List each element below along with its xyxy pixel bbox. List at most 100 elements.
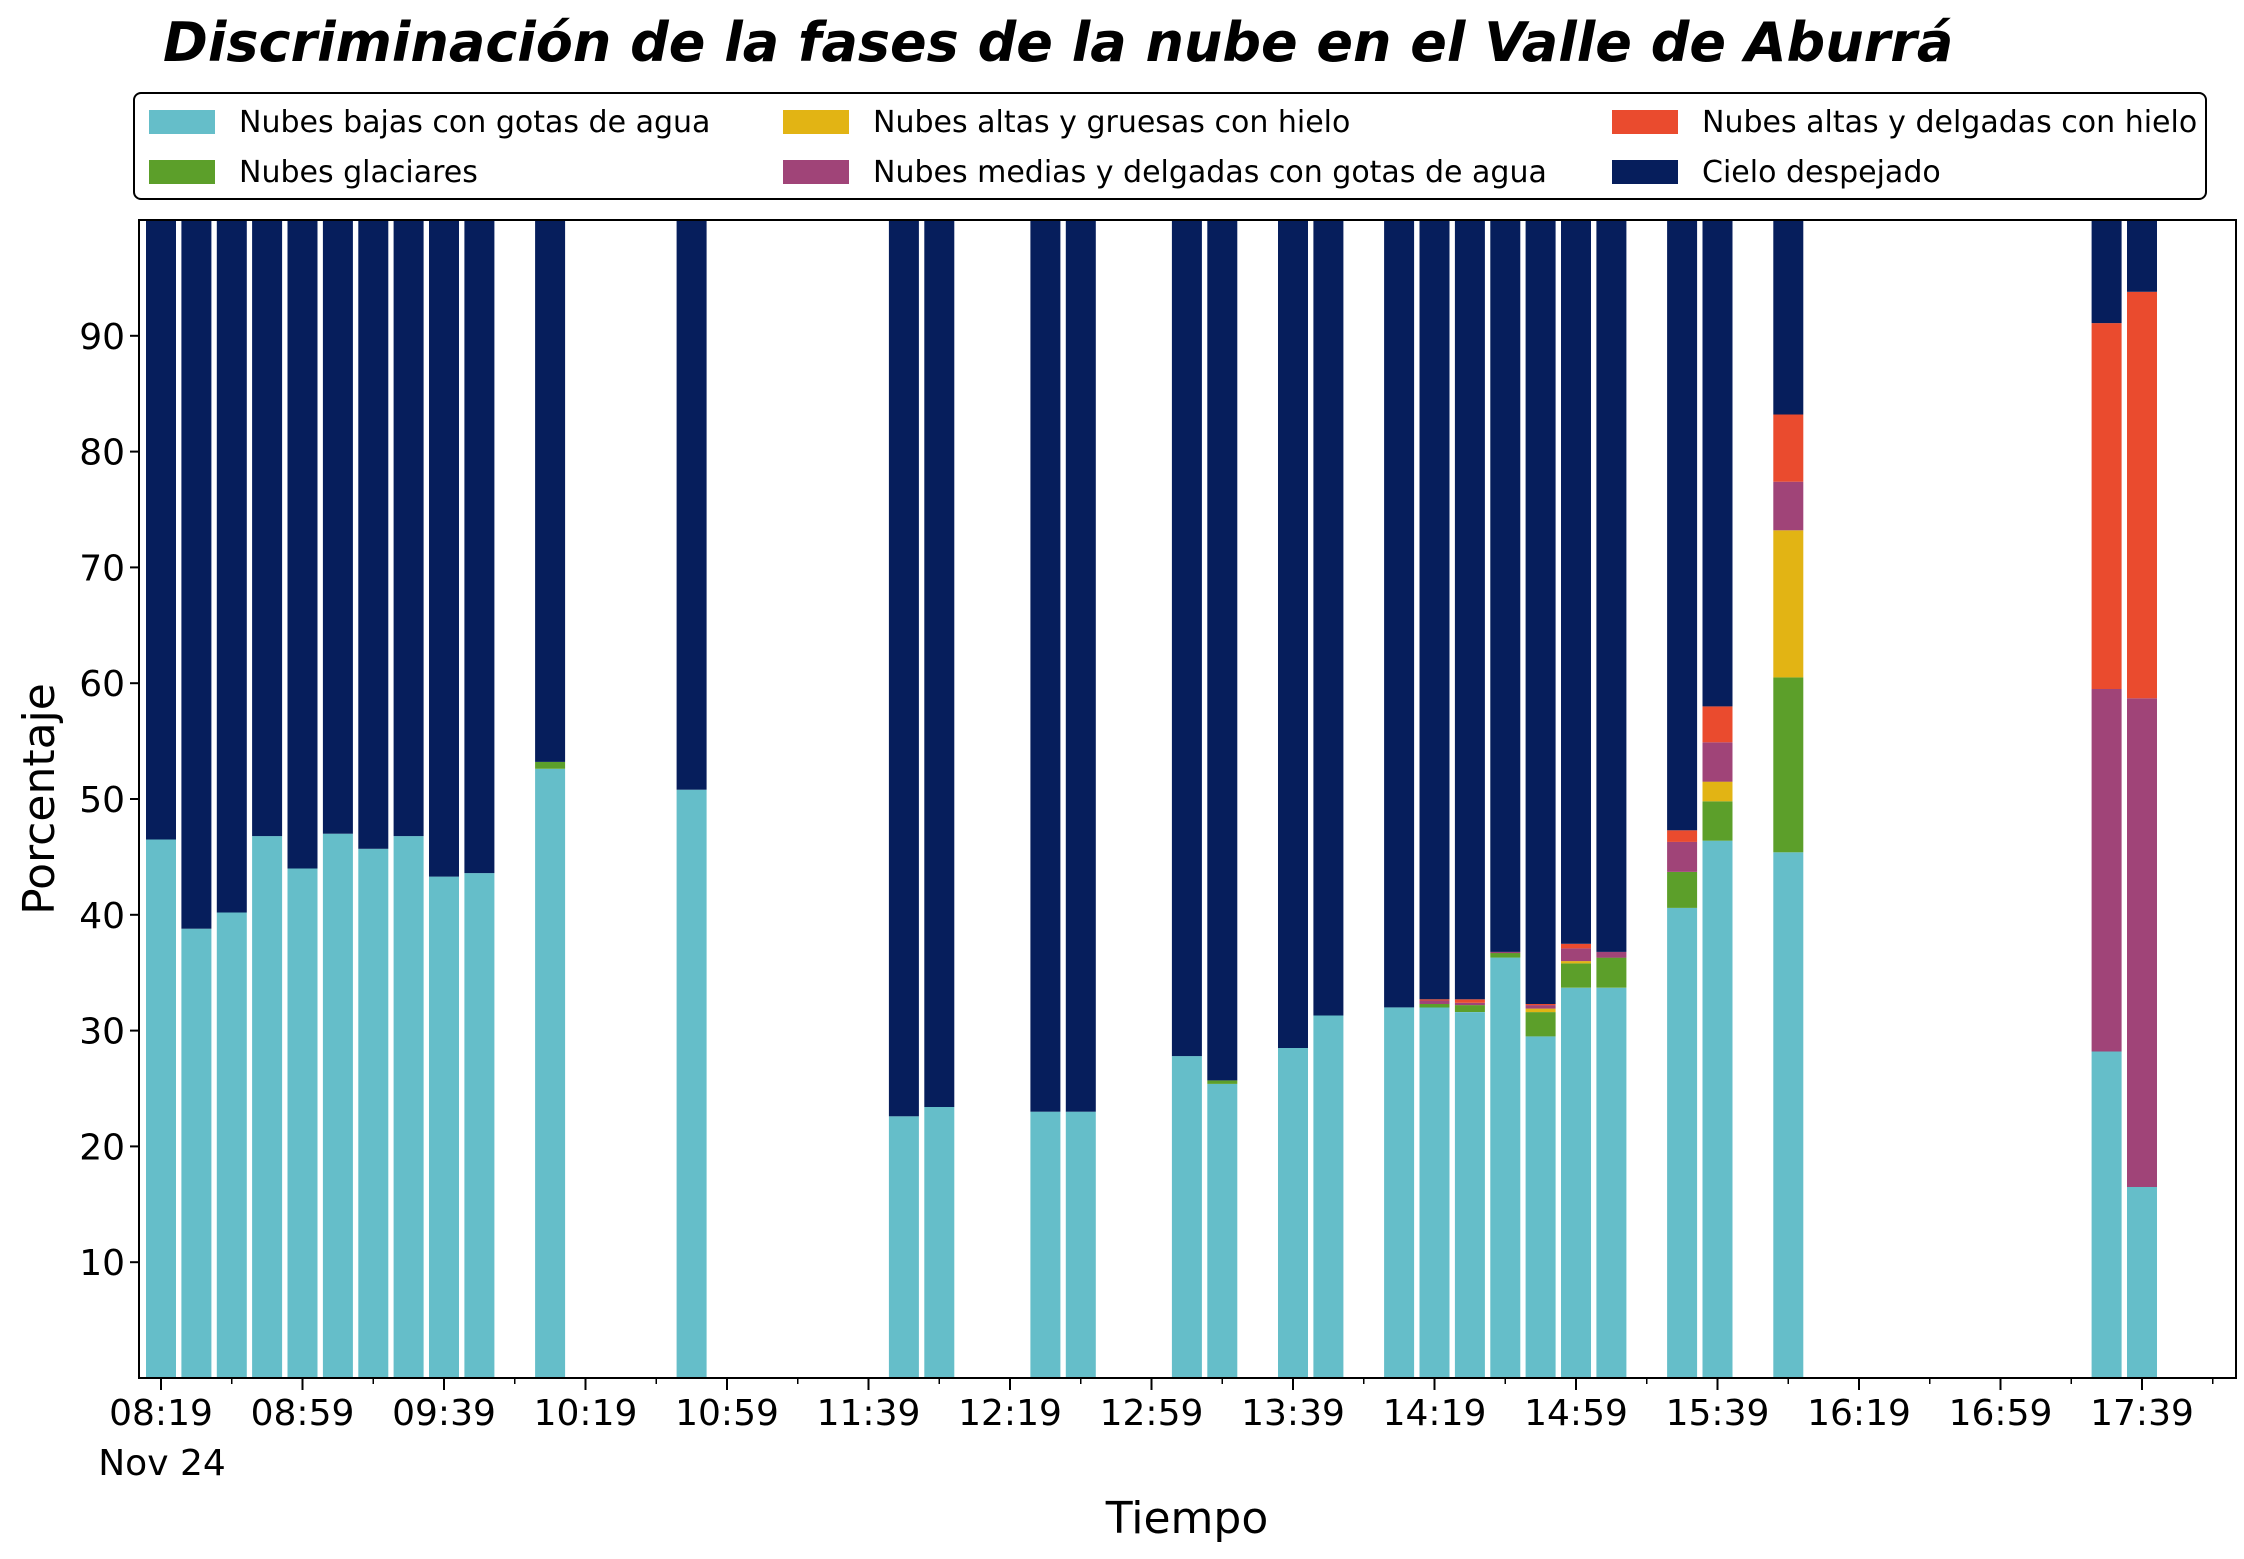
bar-segment xyxy=(393,836,424,1378)
bar-segment xyxy=(322,220,353,834)
bar-segment xyxy=(1525,1036,1556,1378)
bar-segment xyxy=(1596,987,1627,1378)
bar-segment xyxy=(1419,220,1450,1000)
bar-segment xyxy=(1773,677,1804,853)
y-tick-label: 30 xyxy=(79,1012,125,1053)
bar-segment xyxy=(1490,957,1521,1378)
bar-segment xyxy=(2091,220,2122,324)
bar-segment xyxy=(1561,963,1591,988)
bar-segment xyxy=(2127,1186,2157,1378)
x-tick-label: 13:39 xyxy=(1241,1393,1345,1434)
bar-segment xyxy=(1561,987,1591,1378)
bar-segment xyxy=(1702,220,1733,707)
bar-segment xyxy=(2091,689,2122,1052)
bar-segment xyxy=(429,876,459,1378)
bar-segment xyxy=(1525,1008,1556,1013)
y-tick-label: 10 xyxy=(79,1243,125,1284)
bar-segment xyxy=(535,761,566,769)
bar-segment xyxy=(464,220,495,874)
bar-segment xyxy=(1525,220,1556,1004)
bar-segment xyxy=(1773,481,1804,531)
bar-segment xyxy=(1596,951,1627,958)
bar-segment xyxy=(2127,698,2157,1187)
x-tick-label: 10:19 xyxy=(534,1393,638,1434)
y-tick-label: 70 xyxy=(79,548,125,589)
bar-segment xyxy=(1419,1004,1450,1008)
bar-segment xyxy=(1525,1004,1556,1006)
bar-segment xyxy=(1561,948,1591,962)
bar-segment xyxy=(2091,323,2122,689)
legend-swatch xyxy=(1612,160,1678,184)
bar-segment xyxy=(1313,220,1344,1016)
x-tick-label: 17:39 xyxy=(2090,1393,2194,1434)
bar-segment xyxy=(1773,414,1804,482)
y-tick-label: 40 xyxy=(79,896,125,937)
bar-segment xyxy=(322,833,353,1378)
y-axis-title: Porcentaje xyxy=(14,683,65,915)
x-tick-label: 12:19 xyxy=(958,1393,1062,1434)
bar-segment xyxy=(1702,840,1733,1378)
bar-segment xyxy=(1490,953,1521,958)
bar-segment xyxy=(1065,220,1096,1112)
bar-segment xyxy=(1773,852,1804,1378)
bar-segment xyxy=(464,873,495,1378)
x-tick-label: 08:59 xyxy=(251,1393,355,1434)
x-tick-label: 14:19 xyxy=(1383,1393,1487,1434)
bar-segment xyxy=(287,220,318,869)
legend-label: Nubes bajas con gotas de agua xyxy=(239,104,711,140)
bar-segment xyxy=(1596,220,1627,952)
bar-segment xyxy=(1384,220,1415,1008)
legend-item-high-thick-ice-clouds: Nubes altas y gruesas con hielo xyxy=(783,98,1350,146)
bar-segment xyxy=(1278,1048,1308,1378)
bar-segment xyxy=(1454,999,1485,1003)
bar-segment xyxy=(1207,1083,1238,1378)
bar-segment xyxy=(1702,801,1733,841)
x-tick-label: 10:59 xyxy=(675,1393,779,1434)
bar-segment xyxy=(2127,291,2157,699)
bar-segment xyxy=(393,220,424,837)
bar-segment xyxy=(1419,1007,1450,1378)
bar-segment xyxy=(1490,220,1521,952)
legend-label: Nubes altas y delgadas con hielo xyxy=(1702,104,2198,140)
bar-segment xyxy=(146,220,176,840)
bar-segment xyxy=(216,220,247,913)
x-tick-label: 09:39 xyxy=(392,1393,496,1434)
x-tick-label: 14:59 xyxy=(1524,1393,1628,1434)
bar-segment xyxy=(676,220,707,790)
x-tick-label: 08:19 xyxy=(109,1393,213,1434)
bar-segment xyxy=(146,839,176,1378)
bar-segment xyxy=(1454,220,1485,1000)
legend-item-high-thin-ice-clouds: Nubes altas y delgadas con hielo xyxy=(1612,98,2197,146)
bar-segment xyxy=(287,868,318,1378)
bar-segment xyxy=(1596,957,1627,988)
bar-segment xyxy=(535,220,566,762)
bar-segment xyxy=(1773,530,1804,678)
legend-label: Nubes medias y delgadas con gotas de agu… xyxy=(873,154,1547,190)
y-tick-label: 20 xyxy=(79,1127,125,1168)
x-axis-title: Tiempo xyxy=(1105,1493,1269,1544)
bar-segment xyxy=(1065,1111,1096,1378)
bar-segment xyxy=(2091,1051,2122,1378)
legend-label: Nubes altas y gruesas con hielo xyxy=(873,104,1351,140)
chart-title: Discriminación de la fases de la nube en… xyxy=(163,11,1954,74)
y-tick-label: 80 xyxy=(79,433,125,474)
bar-segment xyxy=(1030,220,1061,1112)
y-tick-label: 60 xyxy=(79,664,125,705)
legend-label: Nubes glaciares xyxy=(239,154,478,190)
legend-item-glaciated-clouds: Nubes glaciares xyxy=(149,148,478,196)
bar-segment xyxy=(924,220,955,1107)
bar-segment xyxy=(1207,1080,1238,1084)
legend-label: Cielo despejado xyxy=(1702,154,1941,190)
bar-segment xyxy=(1773,220,1804,415)
bar-segment xyxy=(1702,781,1733,802)
bar-segment xyxy=(1561,220,1591,944)
legend-swatch xyxy=(783,110,849,134)
bar-segment xyxy=(1313,1015,1344,1378)
bar-segment xyxy=(1207,220,1238,1081)
bar-segment xyxy=(1419,1000,1450,1004)
x-tick-label: 15:39 xyxy=(1666,1393,1770,1434)
bar-segment xyxy=(181,928,212,1378)
legend-swatch xyxy=(1612,110,1678,134)
legend-swatch xyxy=(149,160,215,184)
